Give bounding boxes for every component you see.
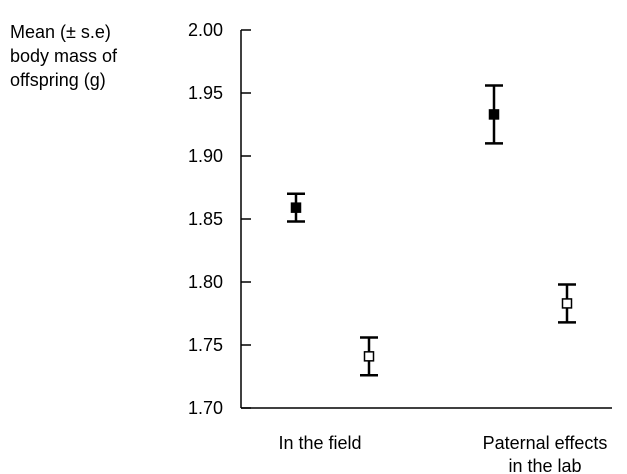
y-tick-label: 1.80 — [188, 272, 223, 292]
x-category-label: In the field — [278, 433, 361, 453]
data-points — [287, 84, 576, 377]
data-point — [287, 192, 305, 223]
open-square-marker — [363, 351, 375, 362]
y-tick-label: 1.70 — [188, 398, 223, 418]
x-category-label: Paternal effects — [483, 433, 608, 453]
y-axis-label-line-2: body mass of — [10, 46, 118, 66]
open-square-marker — [561, 298, 573, 309]
x-categories: In the field Paternal effects in the lab — [278, 433, 607, 474]
y-axis-label: Mean (± s.e) body mass of offspring (g) — [10, 22, 118, 90]
y-ticks: 2.00 1.95 1.90 1.85 1.80 1.75 1.70 — [188, 20, 251, 418]
y-tick-label: 1.95 — [188, 83, 223, 103]
x-category-label: in the lab — [508, 456, 581, 474]
y-tick-label: 1.85 — [188, 209, 223, 229]
y-axis-label-line-1: Mean (± s.e) — [10, 22, 111, 42]
data-point — [558, 283, 576, 324]
data-point — [485, 84, 503, 145]
y-tick-label: 1.90 — [188, 146, 223, 166]
y-axis-label-line-3: offspring (g) — [10, 70, 106, 90]
y-tick-label: 2.00 — [188, 20, 223, 40]
y-tick-label: 1.75 — [188, 335, 223, 355]
filled-square-marker — [488, 109, 500, 120]
filled-square-marker — [290, 202, 302, 213]
data-point — [360, 336, 378, 377]
